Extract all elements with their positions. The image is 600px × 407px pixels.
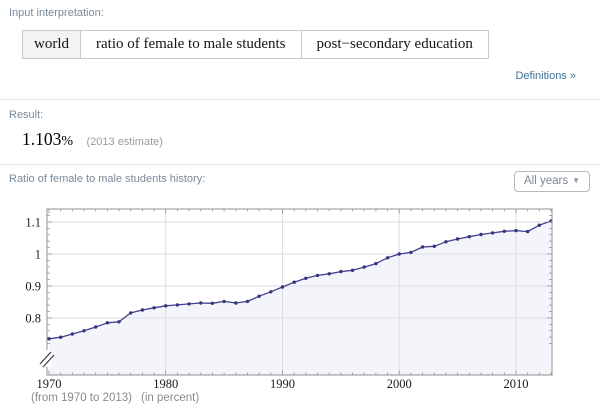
history-section: Ratio of female to male students history… bbox=[0, 164, 600, 405]
result-section: Result: 1.103% (2013 estimate) bbox=[0, 99, 600, 164]
result-line: 1.103% (2013 estimate) bbox=[22, 129, 590, 152]
interp-cell-ratio: ratio of female to male students bbox=[80, 31, 301, 58]
interp-cell-world: world bbox=[23, 31, 80, 58]
svg-text:0.8: 0.8 bbox=[25, 312, 41, 326]
result-note: (2013 estimate) bbox=[86, 136, 163, 148]
all-years-dropdown[interactable]: All years ▼ bbox=[513, 171, 590, 192]
chart-caption-range: (from 1970 to 2013) bbox=[31, 392, 133, 404]
input-interpretation-section: Input interpretation: world ratio of fem… bbox=[0, 0, 600, 84]
history-title: Ratio of female to male students history… bbox=[9, 173, 206, 185]
svg-text:1.1: 1.1 bbox=[25, 216, 41, 230]
svg-text:0.9: 0.9 bbox=[25, 280, 41, 294]
input-interpretation-box: world ratio of female to male students p… bbox=[22, 30, 489, 59]
svg-text:2010: 2010 bbox=[504, 377, 529, 391]
all-years-dropdown-label: All years bbox=[523, 175, 569, 187]
chart-caption-unit: (in percent) bbox=[141, 392, 200, 404]
input-interpretation-title: Input interpretation: bbox=[9, 7, 104, 19]
svg-text:1970: 1970 bbox=[37, 377, 62, 391]
definitions-row: Definitions » bbox=[9, 59, 590, 84]
svg-text:1980: 1980 bbox=[153, 377, 178, 391]
chart-caption: (from 1970 to 2013) (in percent) bbox=[31, 392, 590, 405]
svg-text:1: 1 bbox=[35, 248, 41, 262]
chevron-down-icon: ▼ bbox=[572, 176, 580, 185]
svg-text:1990: 1990 bbox=[270, 377, 295, 391]
definitions-link[interactable]: Definitions » bbox=[515, 70, 576, 82]
history-chart: 0.8 0.9 1 1.1 1970 1980 1990 2000 2010 bbox=[25, 208, 553, 391]
result-title: Result: bbox=[9, 109, 44, 121]
result-unit: % bbox=[61, 134, 74, 149]
history-header-row: Ratio of female to male students history… bbox=[9, 171, 590, 192]
svg-text:2000: 2000 bbox=[387, 377, 412, 391]
result-value: 1.103 bbox=[22, 129, 62, 149]
interp-cell-education: post−secondary education bbox=[300, 31, 488, 58]
